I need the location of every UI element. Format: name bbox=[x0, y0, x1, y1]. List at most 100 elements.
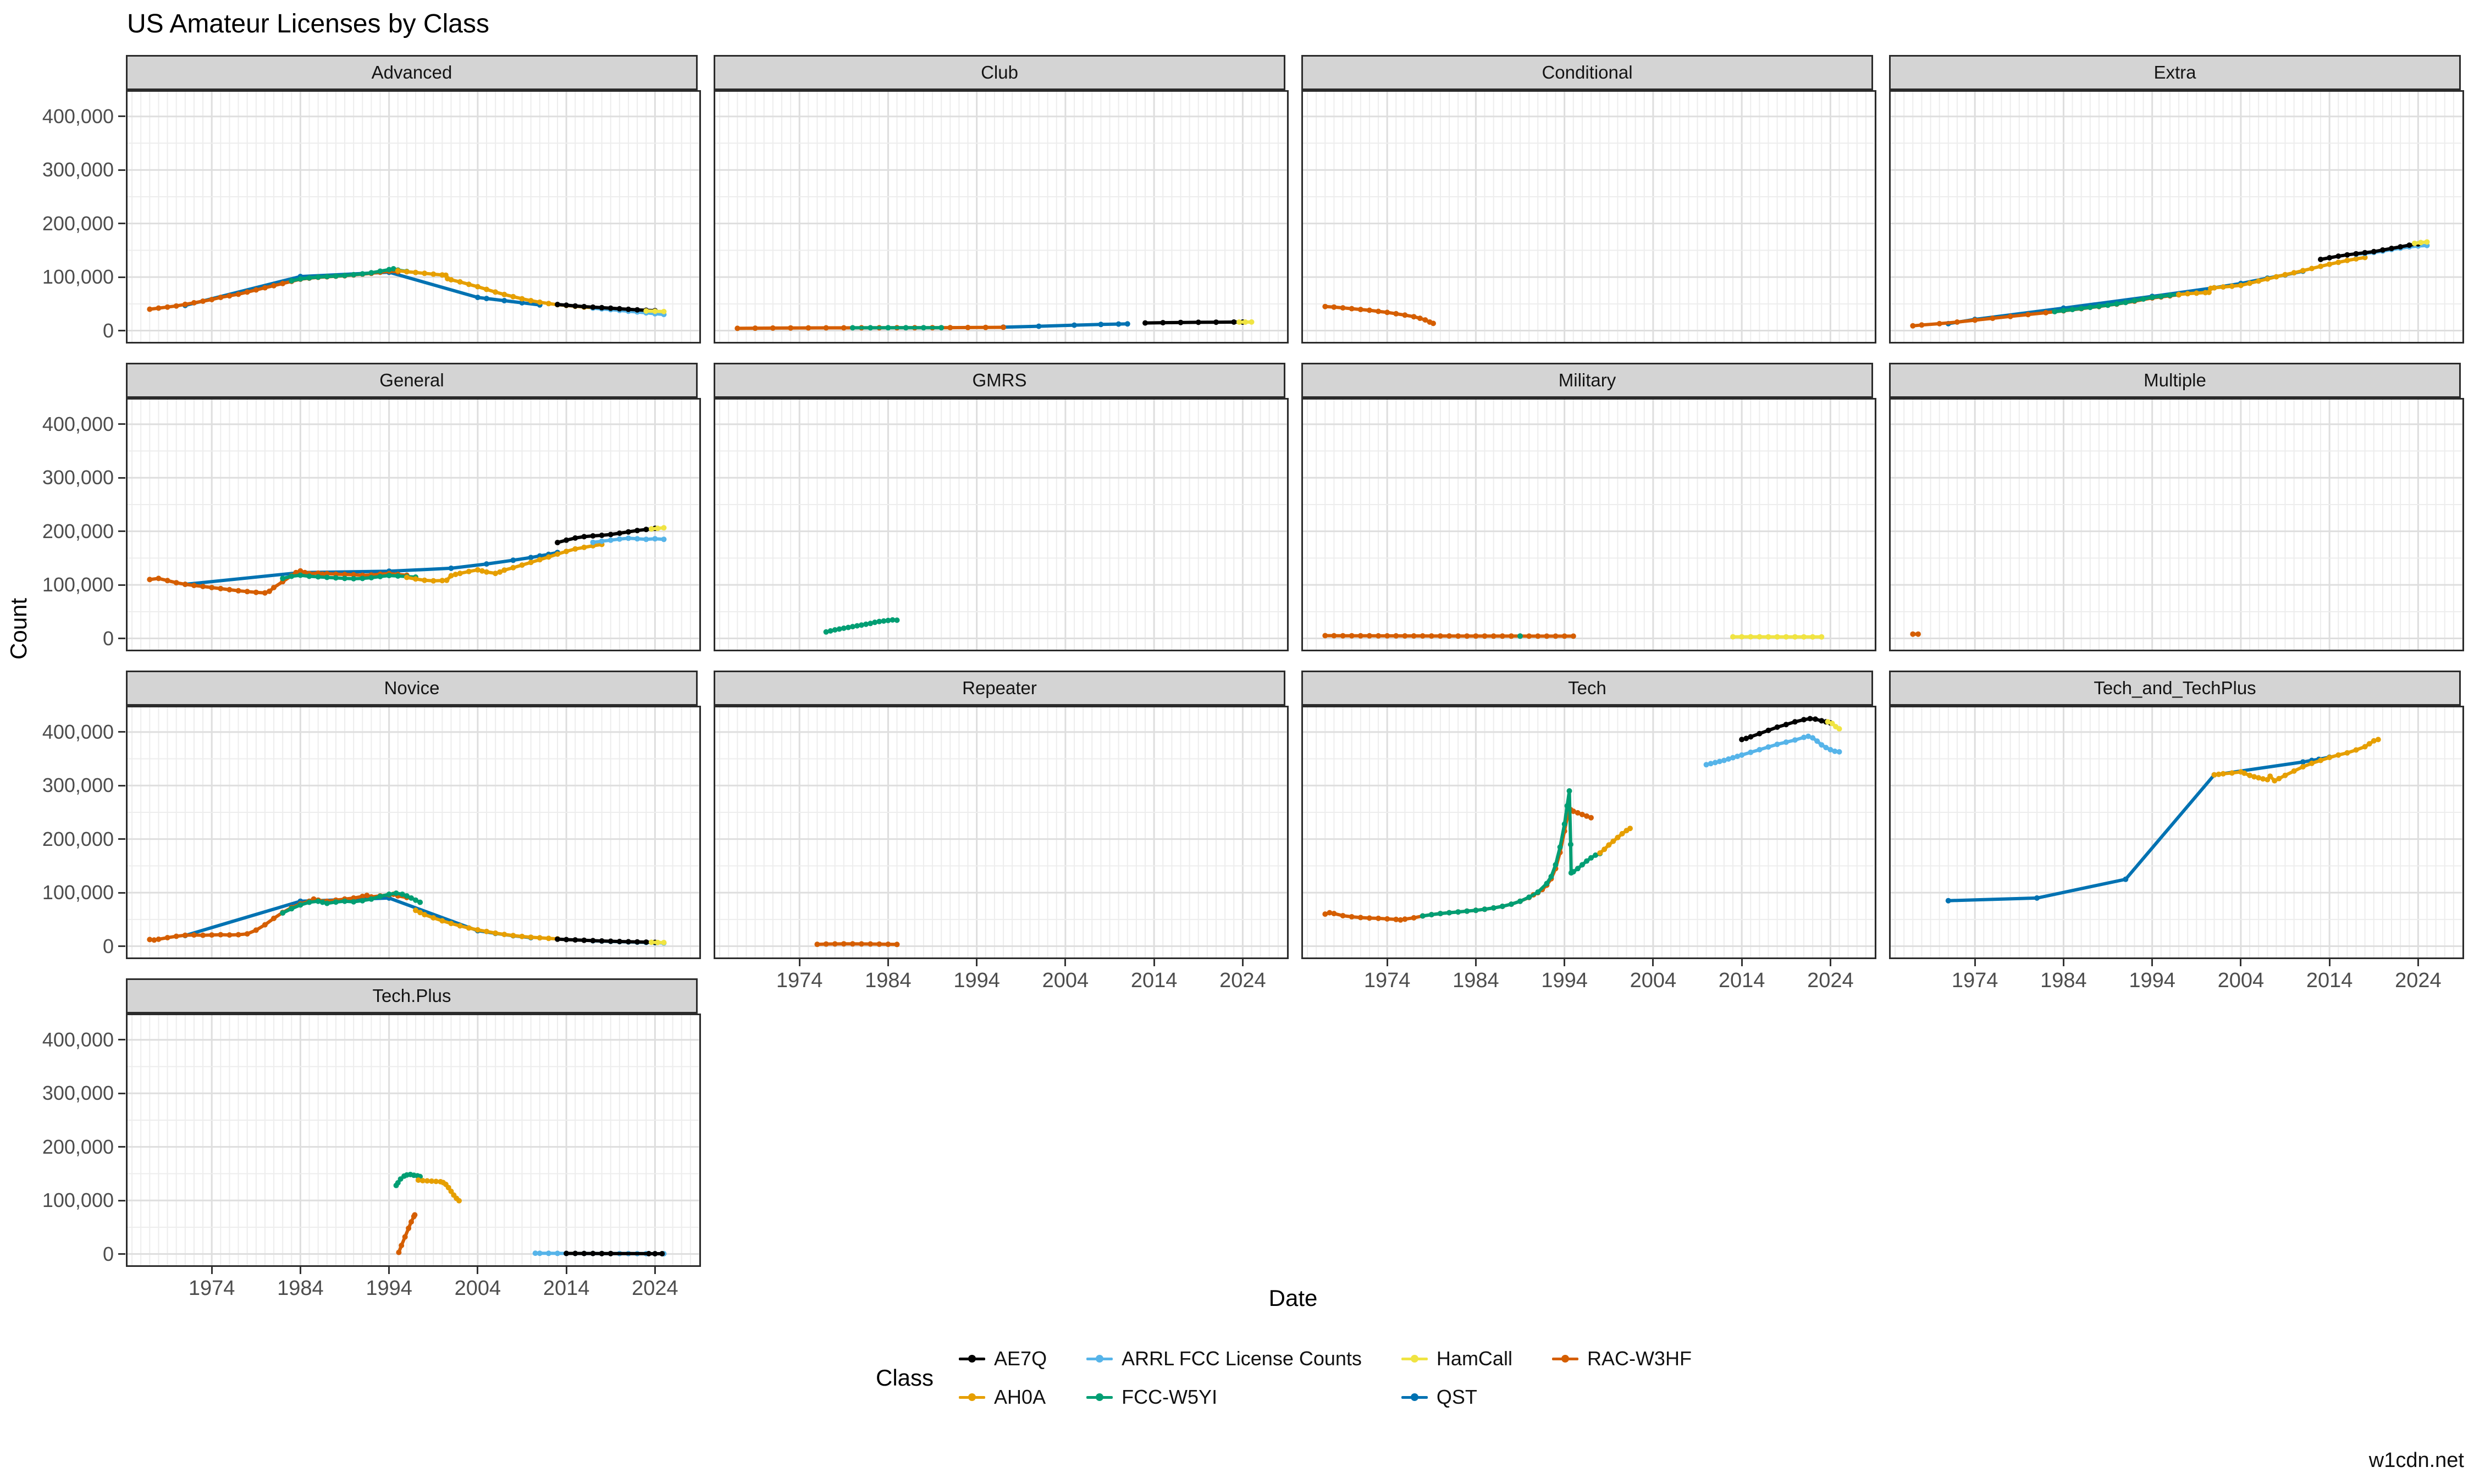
series-point-RAC-W3HF bbox=[182, 932, 188, 938]
series-point-RAC-W3HF bbox=[267, 588, 272, 594]
series-point-RAC-W3HF bbox=[1570, 809, 1576, 814]
series-point-FCC-W5YI bbox=[324, 900, 330, 906]
series-point-RAC-W3HF bbox=[1411, 915, 1417, 921]
series-point-RAC-W3HF bbox=[965, 324, 971, 330]
series-point-RAC-W3HF bbox=[360, 893, 366, 899]
series-point-FCC-W5YI bbox=[368, 896, 374, 902]
legend-item-AH0A: AH0A bbox=[959, 1386, 1047, 1409]
series-point-AE7Q bbox=[1765, 727, 1771, 733]
series-point-HamCall bbox=[1236, 319, 1242, 325]
y-tick bbox=[118, 784, 125, 787]
series-point-AE7Q bbox=[555, 936, 560, 942]
series-point-FCC-W5YI bbox=[845, 624, 851, 630]
series-point-HamCall bbox=[1739, 634, 1745, 640]
series-point-FCC-W5YI bbox=[1517, 633, 1523, 639]
y-tick bbox=[118, 1146, 125, 1148]
facet-Military: Military bbox=[1301, 363, 1876, 651]
series-point-AH0A bbox=[519, 562, 525, 568]
series-point-RAC-W3HF bbox=[1340, 305, 1346, 311]
series-point-FCC-W5YI bbox=[872, 619, 878, 625]
series-point-ARRL FCC License Counts bbox=[626, 535, 631, 541]
series-point-AH0A bbox=[2247, 280, 2252, 286]
series-point-RAC-W3HF bbox=[262, 285, 268, 291]
y-axis-tick-label: 300,000 bbox=[42, 774, 114, 797]
x-axis-tick-label: 2024 bbox=[632, 1277, 678, 1300]
series-point-RAC-W3HF bbox=[1508, 633, 1514, 639]
series-point-FCC-W5YI bbox=[2158, 294, 2164, 300]
facet-panel-Advanced bbox=[126, 90, 701, 344]
y-tick bbox=[118, 1092, 125, 1094]
series-point-FCC-W5YI bbox=[2114, 301, 2120, 307]
y-tick bbox=[118, 1199, 125, 1201]
series-point-AE7Q bbox=[572, 535, 578, 541]
series-point-RAC-W3HF bbox=[244, 289, 250, 295]
series-point-AH0A bbox=[2318, 263, 2323, 269]
series-point-FCC-W5YI bbox=[390, 266, 396, 272]
series-point-ARRL FCC License Counts bbox=[1832, 748, 1838, 754]
facet-panel-Tech.Plus bbox=[126, 1014, 701, 1267]
series-point-RAC-W3HF bbox=[209, 585, 215, 590]
series-point-FCC-W5YI bbox=[2140, 296, 2146, 302]
series-point-FCC-W5YI bbox=[2052, 309, 2058, 314]
legend-label: ARRL FCC License Counts bbox=[1122, 1347, 1362, 1370]
series-point-AE7Q bbox=[1774, 724, 1780, 730]
series-point-ARRL FCC License Counts bbox=[1765, 744, 1771, 750]
series-point-ARRL FCC License Counts bbox=[1810, 735, 1816, 741]
series-point-RAC-W3HF bbox=[1402, 312, 1408, 318]
series-point-RAC-W3HF bbox=[1473, 633, 1479, 639]
series-point-QST bbox=[484, 296, 489, 302]
series-point-RAC-W3HF bbox=[262, 922, 268, 928]
series-point-AH0A bbox=[1627, 826, 1633, 832]
series-point-AH0A bbox=[2309, 265, 2315, 272]
series-point-HamCall bbox=[1825, 719, 1831, 725]
series-point-RAC-W3HF bbox=[402, 1234, 408, 1240]
series-point-RAC-W3HF bbox=[2043, 309, 2049, 315]
series-point-RAC-W3HF bbox=[182, 582, 188, 588]
series-point-FCC-W5YI bbox=[351, 272, 357, 278]
series-point-HamCall bbox=[1829, 721, 1835, 727]
facet-strip: Advanced bbox=[126, 55, 698, 90]
series-point-ARRL FCC License Counts bbox=[1748, 749, 1754, 755]
series-point-FCC-W5YI bbox=[1575, 866, 1581, 872]
series-point-RAC-W3HF bbox=[1322, 633, 1328, 639]
series-point-AH0A bbox=[537, 557, 543, 563]
series-point-RAC-W3HF bbox=[1331, 304, 1337, 310]
x-axis-tick-label: 2004 bbox=[2217, 969, 2265, 992]
x-axis-tick-label: 1984 bbox=[2040, 969, 2087, 992]
series-point-FCC-W5YI bbox=[2123, 300, 2129, 306]
series-point-AH0A bbox=[564, 549, 570, 555]
series-point-AE7Q bbox=[1801, 717, 1807, 723]
series-point-QST bbox=[448, 565, 454, 571]
y-axis-tick-label: 200,000 bbox=[42, 212, 114, 235]
facet-strip: Novice bbox=[126, 671, 698, 706]
legend-label: HamCall bbox=[1436, 1347, 1512, 1370]
series-point-RAC-W3HF bbox=[1366, 915, 1372, 921]
series-point-RAC-W3HF bbox=[1990, 315, 1996, 322]
series-point-FCC-W5YI bbox=[885, 325, 891, 331]
series-point-AE7Q bbox=[2318, 257, 2323, 262]
series-point-AH0A bbox=[2318, 757, 2323, 763]
series-point-AE7Q bbox=[2371, 248, 2377, 254]
series-point-RAC-W3HF bbox=[191, 932, 197, 938]
series-point-AH0A bbox=[422, 270, 428, 276]
series-point-AE7Q bbox=[590, 304, 596, 310]
y-tick bbox=[118, 891, 125, 894]
series-line-AE7Q bbox=[556, 937, 657, 944]
facet-strip: Military bbox=[1301, 363, 1873, 398]
series-point-FCC-W5YI bbox=[827, 628, 833, 634]
series-point-RAC-W3HF bbox=[227, 932, 233, 938]
x-tick bbox=[211, 1267, 213, 1274]
series-point-RAC-W3HF bbox=[1570, 633, 1576, 639]
series-point-RAC-W3HF bbox=[1376, 633, 1382, 639]
series-point-AH0A bbox=[479, 568, 485, 574]
series-point-FCC-W5YI bbox=[859, 622, 864, 628]
y-tick bbox=[118, 731, 125, 733]
series-point-FCC-W5YI bbox=[1517, 898, 1523, 904]
series-point-AE7Q bbox=[599, 533, 605, 538]
series-point-FCC-W5YI bbox=[297, 902, 303, 908]
x-tick bbox=[1153, 959, 1155, 966]
series-point-AE7Q bbox=[1142, 320, 1148, 326]
series-point-RAC-W3HF bbox=[235, 291, 241, 297]
series-point-ARRL FCC License Counts bbox=[1703, 762, 1709, 768]
series-point-AH0A bbox=[2276, 776, 2282, 782]
